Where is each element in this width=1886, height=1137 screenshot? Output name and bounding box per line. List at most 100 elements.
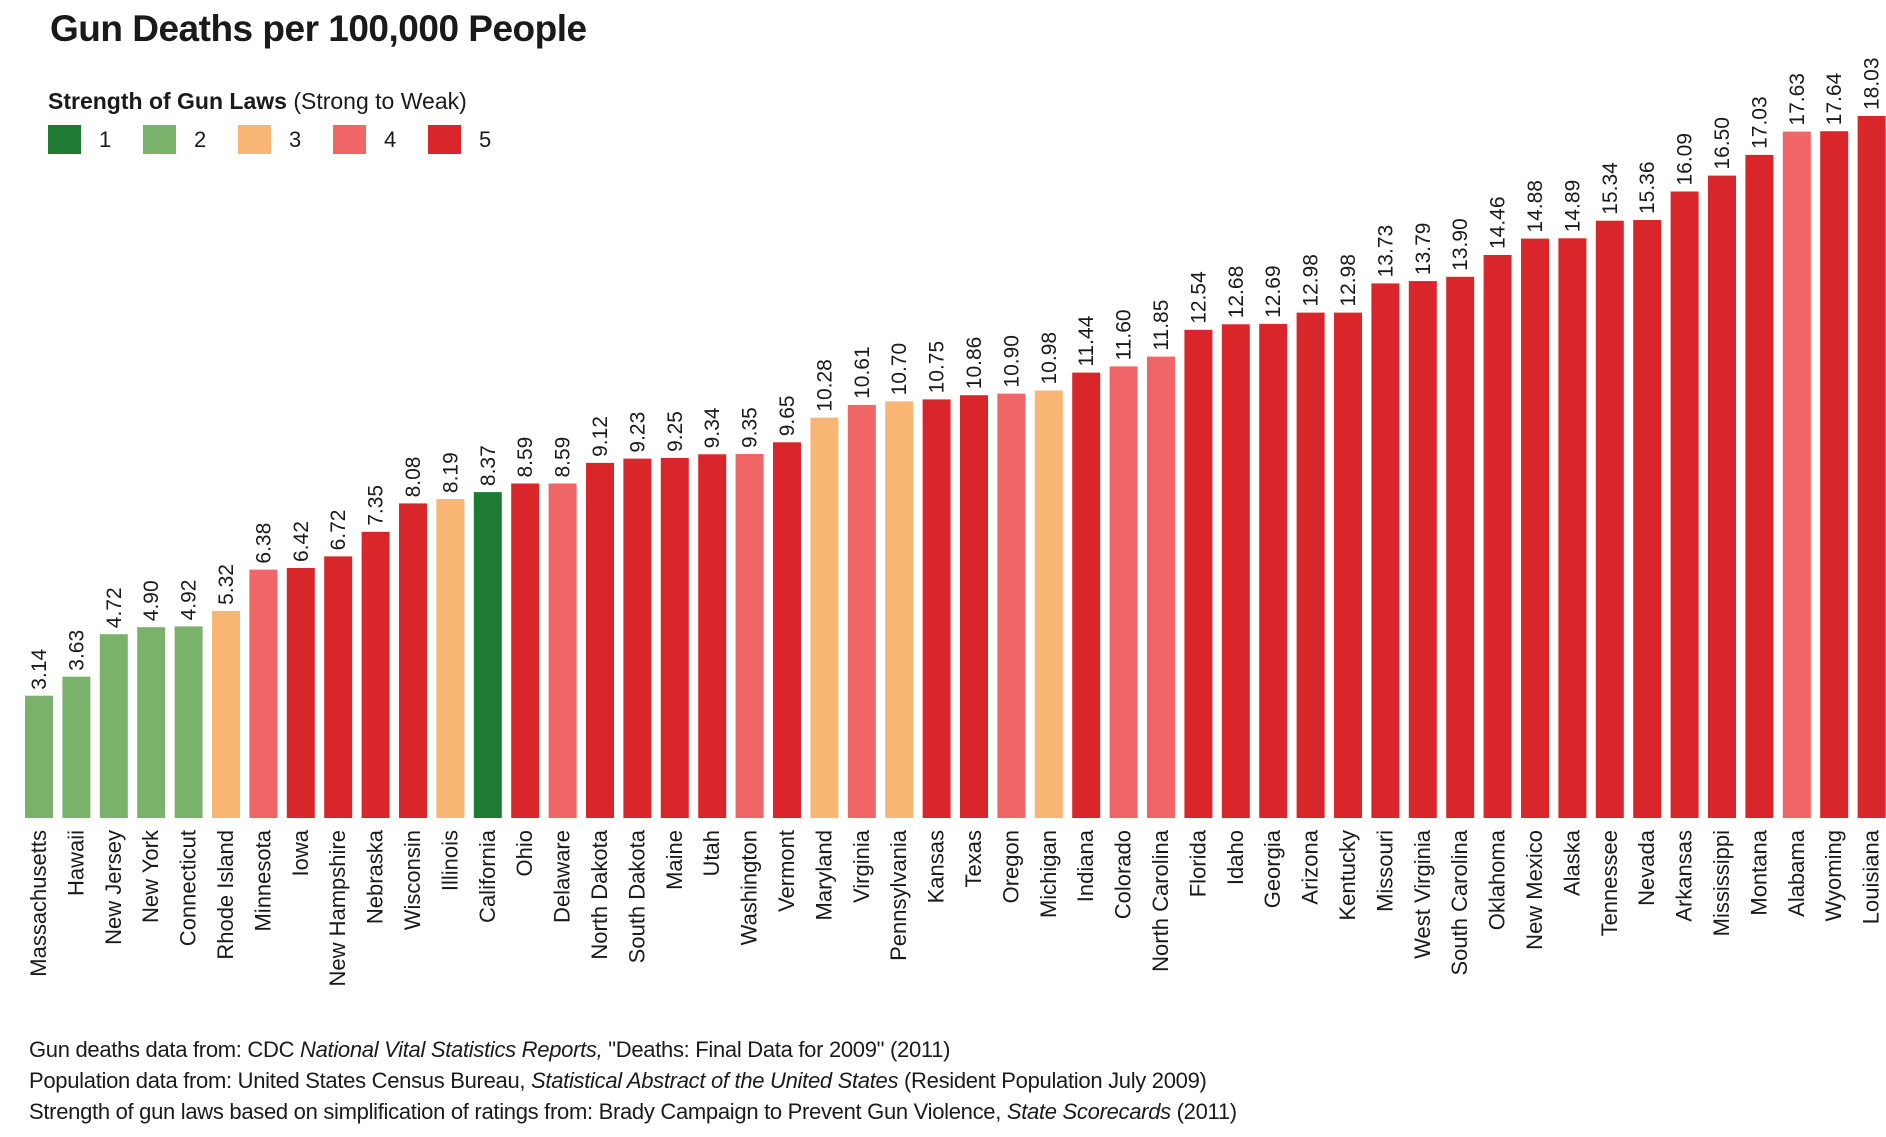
legend-item: 4: [333, 125, 428, 154]
bar-california: [473, 492, 502, 818]
bar-value-label: 10.61: [851, 346, 874, 399]
bar-new-york: [137, 627, 166, 818]
bar-value-label: 6.72: [327, 510, 350, 551]
bar-rhode-island: [212, 610, 240, 818]
bar-value-label: 11.44: [1075, 315, 1098, 366]
category-label: Indiana: [1073, 829, 1098, 902]
category-label: Ohio: [512, 830, 537, 876]
category-label: Idaho: [1223, 830, 1248, 885]
bar-value-label: 14.89: [1561, 180, 1584, 233]
category-label: Kentucky: [1335, 830, 1360, 921]
bar-value-label: 12.68: [1225, 266, 1248, 319]
category-label: Iowa: [288, 829, 313, 876]
bar-alabama: [1782, 131, 1811, 819]
source-note-population: Population data from: United States Cens…: [29, 1065, 1237, 1096]
category-label: Hawaii: [63, 830, 88, 896]
legend-item: 3: [238, 125, 333, 154]
bar-value-label: 6.42: [290, 521, 313, 562]
bar-value-label: 9.34: [701, 407, 724, 448]
category-label: Pennsylvania: [886, 829, 911, 961]
category-label: Florida: [1185, 829, 1210, 897]
category-label: Mississippi: [1709, 830, 1734, 936]
bar-minnesota: [249, 569, 278, 818]
bar-value-label: 11.60: [1113, 309, 1136, 360]
bar-value-label: 7.35: [365, 485, 388, 526]
chart-title: Gun Deaths per 100,000 People: [50, 8, 587, 49]
category-label: Colorado: [1111, 830, 1136, 919]
category-label: New Mexico: [1522, 830, 1547, 950]
bar-maine: [660, 457, 689, 818]
category-label: Georgia: [1260, 829, 1285, 908]
legend-swatch: [48, 125, 81, 154]
bar-vermont: [773, 442, 801, 818]
category-label: Kansas: [924, 830, 949, 903]
source-text: Population data from: United States Cens…: [29, 1068, 532, 1093]
bar-alaska: [1558, 238, 1587, 819]
bar-value-label: 16.50: [1711, 117, 1734, 170]
category-label: Rhode Island: [213, 830, 238, 960]
bar-value-label: 9.23: [626, 412, 649, 453]
bar-value-label: 17.64: [1823, 72, 1846, 125]
category-label: New York: [138, 829, 163, 923]
source-text: (Resident Population July 2009): [898, 1068, 1207, 1093]
bar-kansas: [922, 399, 951, 818]
bar-value-label: 10.28: [813, 359, 836, 412]
category-label: Alaska: [1559, 829, 1584, 896]
bar-nevada: [1633, 220, 1662, 818]
bar-value-label: 17.63: [1786, 73, 1809, 126]
bar-georgia: [1259, 323, 1288, 818]
legend-label: 3: [289, 126, 302, 152]
bar-arkansas: [1670, 191, 1699, 818]
bar-value-label: 10.90: [1000, 335, 1023, 388]
bar-north-dakota: [586, 462, 614, 818]
bar-value-label: 16.09: [1674, 133, 1697, 186]
bar-value-label: 6.38: [252, 523, 275, 564]
category-label: North Carolina: [1148, 829, 1173, 972]
bar-new-hampshire: [324, 556, 353, 818]
bar-value-label: 15.36: [1636, 161, 1659, 214]
source-text: "Deaths: Final Data for 2009" (2011): [602, 1037, 951, 1062]
legend-item: 1: [48, 125, 143, 154]
category-label: Minnesota: [250, 829, 275, 931]
bar-north-carolina: [1147, 356, 1175, 818]
bar-value-label: 4.90: [140, 580, 163, 621]
bar-value-label: 18.03: [1861, 57, 1884, 110]
bar-value-label: 10.86: [963, 337, 986, 390]
bar-montana: [1745, 154, 1774, 818]
bar-west-virginia: [1408, 281, 1437, 819]
category-label: Missouri: [1372, 830, 1397, 912]
bar-value-label: 8.59: [552, 437, 575, 478]
legend-title-rest: (Strong to Weak): [286, 88, 467, 114]
bar-idaho: [1221, 324, 1250, 818]
bar-wisconsin: [399, 503, 427, 818]
bar-washington: [735, 454, 764, 818]
bar-florida: [1184, 329, 1213, 818]
bar-connecticut: [174, 626, 203, 818]
bar-value-label: 13.73: [1374, 225, 1397, 278]
legend-title: Strength of Gun Laws (Strong to Weak): [48, 88, 523, 115]
bar-pennsylvania: [885, 401, 914, 818]
source-text: (2011): [1170, 1099, 1237, 1124]
bar-value-label: 8.59: [514, 437, 537, 478]
bar-value-label: 9.12: [589, 416, 612, 457]
bar-new-jersey: [99, 634, 128, 818]
category-label: Illinois: [437, 830, 462, 891]
bar-south-carolina: [1446, 276, 1475, 818]
bar-value-label: 8.08: [402, 457, 425, 498]
category-label: New Jersey: [101, 830, 126, 945]
category-label: Tennessee: [1597, 830, 1622, 936]
bar-value-label: 8.37: [477, 445, 500, 486]
category-label: Nebraska: [363, 829, 388, 924]
legend-label: 1: [99, 126, 112, 152]
category-label: Maine: [662, 830, 687, 890]
bar-value-label: 3.63: [65, 630, 88, 671]
category-label: Maryland: [811, 830, 836, 920]
category-label: West Virginia: [1410, 829, 1435, 959]
source-title: National Vital Statistics Reports,: [300, 1037, 603, 1062]
bar-value-label: 14.88: [1524, 180, 1547, 233]
bar-value-label: 10.75: [926, 341, 949, 394]
bar-mississippi: [1708, 175, 1736, 819]
bar-value-label: 12.54: [1187, 271, 1210, 324]
source-title: State Scorecards: [1006, 1099, 1171, 1124]
bar-indiana: [1072, 372, 1101, 818]
